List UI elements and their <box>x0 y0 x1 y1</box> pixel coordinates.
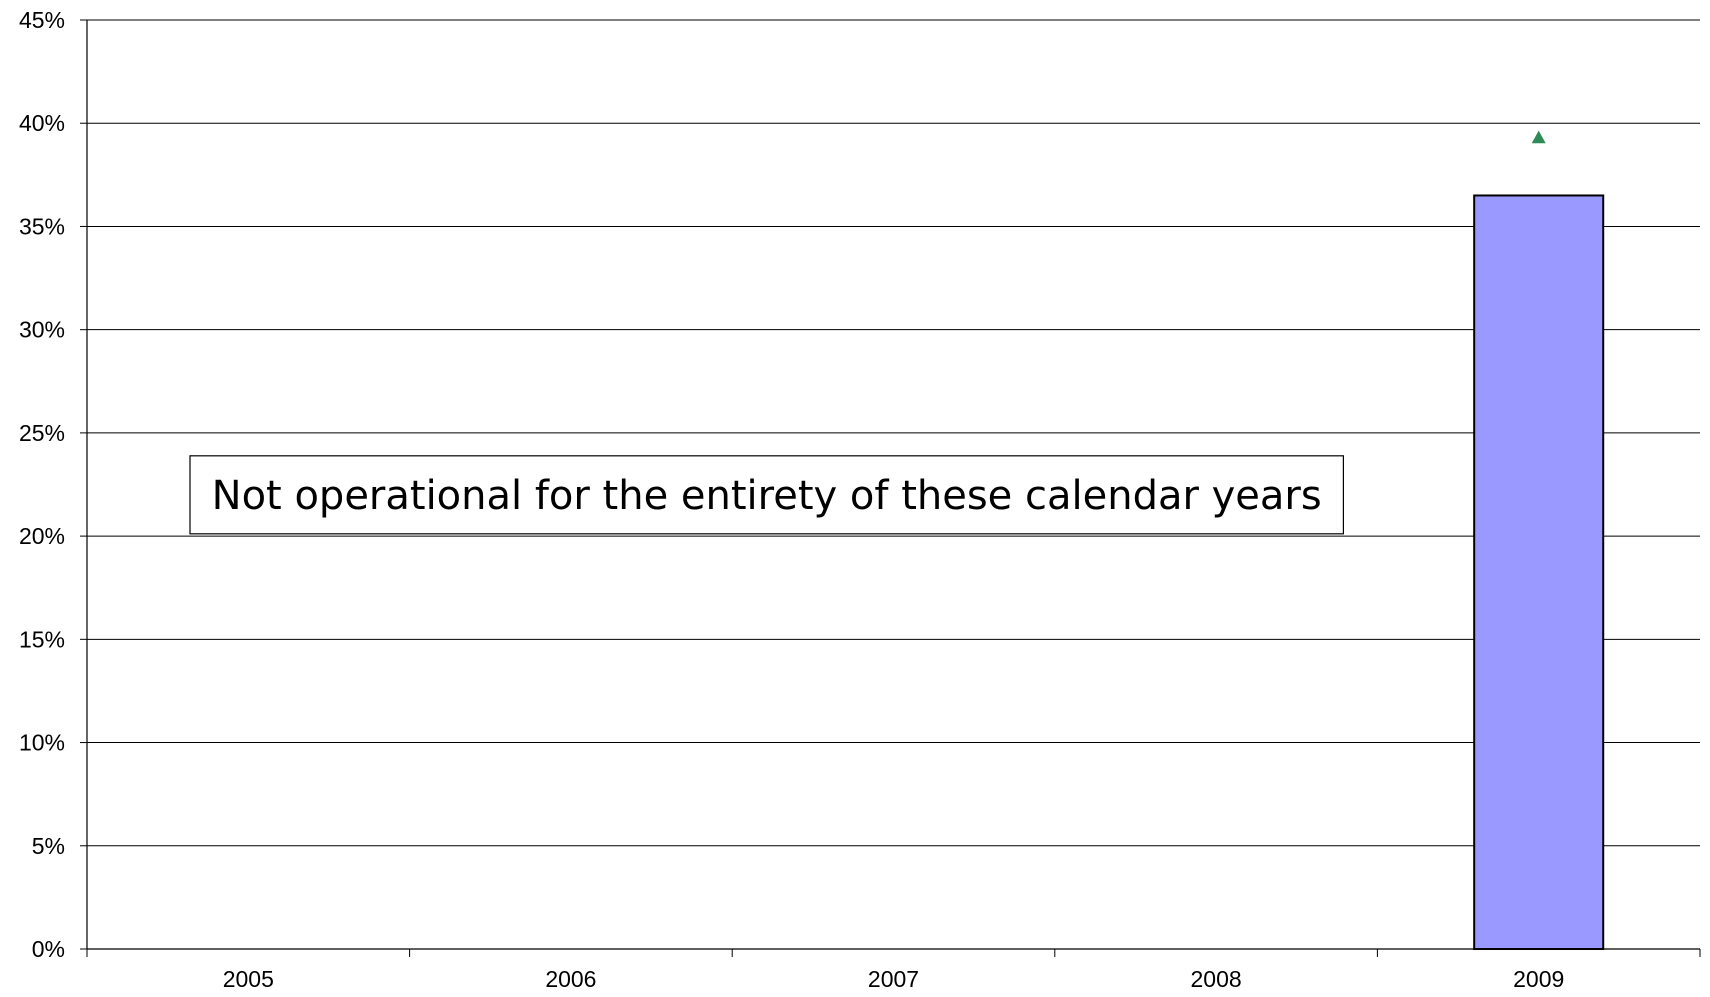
annotation-text: Not operational for the entirety of thes… <box>212 473 1322 519</box>
annotation: Not operational for the entirety of thes… <box>189 455 1345 535</box>
y-tick-label: 20% <box>19 523 65 549</box>
y-tick-label: 30% <box>19 317 65 343</box>
y-tick-label: 5% <box>32 833 65 859</box>
y-tick-label: 10% <box>19 730 65 756</box>
y-tick-label: 0% <box>32 936 65 962</box>
x-tick-label: 2006 <box>545 966 596 992</box>
x-tick-label: 2009 <box>1513 966 1564 992</box>
triangle-marker <box>1531 130 1546 144</box>
x-tick-label: 2005 <box>223 966 274 992</box>
gridlines <box>87 19 1700 950</box>
annotation-box <box>189 455 1345 535</box>
bars <box>1473 194 1605 950</box>
x-tick-label: 2008 <box>1191 966 1242 992</box>
y-tick-label: 25% <box>19 420 65 446</box>
y-tick-label: 45% <box>19 7 65 33</box>
y-tick-label: 15% <box>19 626 65 652</box>
y-tick-label: 35% <box>19 213 65 239</box>
y-tick-label: 40% <box>19 110 65 136</box>
markers <box>1531 130 1546 144</box>
axes: 0% 5% 10% 15% 20% 25% 30% 35% 40% 45% 2005 2006 2007… <box>19 7 1701 992</box>
bar <box>1473 194 1605 950</box>
x-tick-label: 2007 <box>868 966 919 992</box>
